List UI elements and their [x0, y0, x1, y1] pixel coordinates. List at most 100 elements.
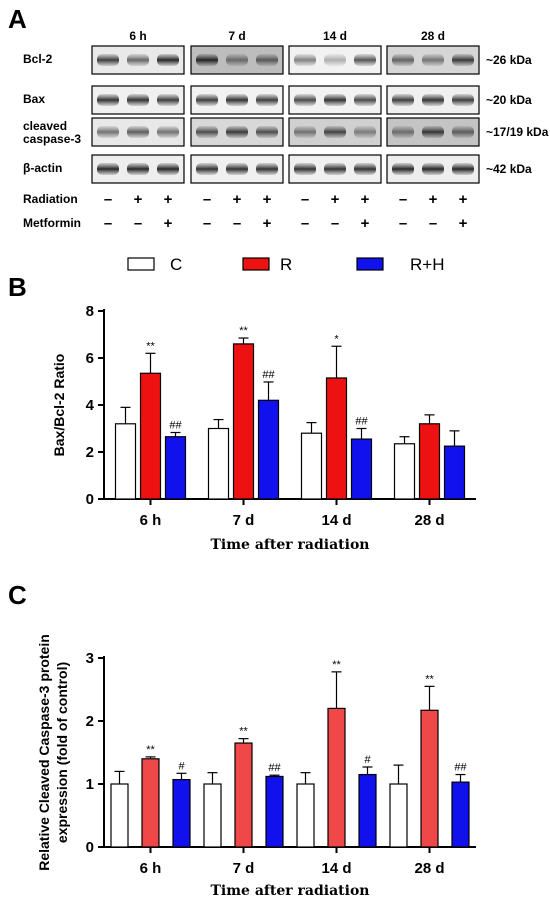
bar-s1-c2 — [325, 377, 348, 500]
treatment-label-0: Radiation — [23, 192, 78, 206]
western-blot-panel: 6 h 7 d 14 d 28 d Bcl-2 ~26 kDa Bax ~20 kDa clea… — [23, 29, 549, 232]
bar-s1-c1 — [234, 742, 253, 848]
blot-band-r3-t2-l0 — [294, 163, 316, 175]
treatment-sign-1-1-0: – — [203, 215, 211, 232]
blot-band-r0-t3-l0 — [392, 54, 414, 66]
blot-band-r2-t3-l1 — [422, 126, 444, 138]
treatment-sign-1-3-0: – — [399, 215, 407, 232]
blot-band-r1-t1-l0 — [196, 94, 218, 106]
sig-mark-s2-c0: # — [178, 760, 185, 772]
y-tick-label-4: 8 — [86, 303, 94, 320]
blot-timepoint-2: 14 d — [323, 29, 347, 43]
blot-band-r1-t1-l2 — [256, 94, 278, 106]
blot-row-kda-0: ~26 kDa — [486, 53, 532, 67]
blot-band-r2-t0-l0 — [97, 126, 119, 138]
y-tick-label-1: 1 — [86, 776, 94, 793]
treatment-sign-0-3-0: – — [399, 191, 407, 208]
blot-band-r0-t2-l2 — [354, 54, 376, 66]
blot-band-r0-t3-l2 — [452, 54, 474, 66]
blot-band-r3-t1-l0 — [196, 163, 218, 175]
treatment-sign-1-1-1: – — [233, 215, 241, 232]
blot-band-r3-t3-l0 — [392, 163, 414, 175]
blot-band-r2-t1-l1 — [226, 126, 248, 138]
sig-mark-s1-c2: * — [334, 333, 339, 345]
y-tick-label-3: 3 — [86, 650, 94, 667]
bar-s2-c1 — [257, 399, 280, 500]
x-tick-label-1: 7 d — [233, 512, 255, 529]
blot-band-r2-t1-l2 — [256, 126, 278, 138]
bar-s0-c3 — [393, 443, 416, 500]
blot-band-r0-t3-l1 — [422, 54, 444, 66]
bar-s0-c2 — [296, 783, 315, 848]
blot-row-kda-2: ~17/19 kDa — [486, 125, 549, 139]
bar-s2-c3 — [451, 781, 470, 848]
bar-s0-c1 — [207, 427, 230, 500]
blot-band-r3-t3-l1 — [422, 163, 444, 175]
bar-s1-c1 — [232, 343, 255, 500]
bar-s1-c3 — [418, 423, 441, 500]
bar-s2-c2 — [358, 773, 377, 848]
blot-band-r1-t3-l0 — [392, 94, 414, 106]
blot-band-r2-t2-l1 — [324, 126, 346, 138]
blot-band-r1-t0-l1 — [127, 94, 149, 106]
treatment-sign-1-2-1: – — [331, 215, 339, 232]
blot-band-r3-t0-l1 — [127, 163, 149, 175]
blot-band-r3-t1-l1 — [226, 163, 248, 175]
treatment-sign-0-2-1: + — [331, 191, 340, 208]
bar-s0-c1 — [203, 783, 222, 848]
legend-swatch-0 — [127, 257, 155, 271]
bar-s1-c3 — [420, 709, 439, 848]
treatment-sign-1-2-2: + — [361, 215, 370, 232]
panel-a-label: A — [8, 4, 27, 34]
x-tick-label-3: 28 d — [414, 512, 444, 529]
bar-s2-c0 — [164, 436, 187, 500]
blot-band-r1-t2-l2 — [354, 94, 376, 106]
x-tick-label-2: 14 d — [321, 512, 351, 529]
blot-band-r0-t0-l1 — [127, 54, 149, 66]
blot-band-r2-t0-l1 — [127, 126, 149, 138]
y-tick-label-1: 2 — [86, 444, 94, 461]
y-axis-title-line-1: expression (fold of control) — [54, 662, 70, 843]
blot-row-kda-3: ~42 kDa — [486, 162, 532, 176]
blot-band-r1-t3-l2 — [452, 94, 474, 106]
bar-s1-c0 — [141, 758, 160, 848]
y-tick-label-0: 0 — [86, 839, 94, 856]
blot-band-r0-t1-l0 — [196, 54, 218, 66]
bar-s0-c3 — [389, 783, 408, 848]
treatment-sign-1-1-2: + — [263, 215, 272, 232]
treatment-sign-0-3-1: + — [429, 191, 438, 208]
blot-band-r2-t3-l2 — [452, 126, 474, 138]
chart-cleaved-caspase3: 0 1 2 3 6 h ** #7 d ** ## 14 d ** #28 d ** ## Relative… — [36, 634, 476, 899]
blot-band-r1-t0-l2 — [157, 94, 179, 106]
blot-band-r2-t2-l2 — [354, 126, 376, 138]
x-tick-label-0: 6 h — [140, 512, 162, 529]
blot-band-r0-t2-l1 — [324, 54, 346, 66]
treatment-sign-1-0-1: – — [134, 215, 142, 232]
sig-mark-s2-c3: ## — [454, 762, 467, 774]
legend-label-1: R — [280, 255, 292, 274]
x-tick-label-2: 14 d — [321, 860, 351, 877]
sig-mark-s2-c2: ## — [355, 416, 368, 428]
bar-s2-c1 — [265, 775, 284, 848]
blot-band-r1-t1-l1 — [226, 94, 248, 106]
bar-s0-c0 — [110, 783, 129, 848]
sig-mark-s2-c0: ## — [169, 419, 182, 431]
sig-mark-s2-c2: # — [364, 754, 371, 766]
x-tick-label-0: 6 h — [140, 860, 162, 877]
treatment-sign-0-0-1: + — [134, 191, 143, 208]
x-axis-title: Time after radiation — [211, 537, 370, 553]
treatment-sign-0-2-2: + — [361, 191, 370, 208]
panel-c-label: C — [8, 580, 27, 610]
blot-band-r1-t0-l0 — [97, 94, 119, 106]
y-axis-title-line-0: Relative Cleaved Caspase-3 protein — [36, 634, 52, 871]
treatment-sign-1-0-0: – — [104, 215, 112, 232]
y-axis-title: Bax/Bcl-2 Ratio — [51, 354, 67, 457]
blot-row-label2-2: caspase-3 — [23, 132, 81, 146]
sig-mark-s1-c0: ** — [146, 340, 155, 352]
sig-mark-s2-c1: ## — [262, 369, 275, 381]
y-tick-label-3: 6 — [86, 350, 94, 367]
blot-row-label-0: Bcl-2 — [23, 52, 53, 66]
blot-band-r3-t0-l2 — [157, 163, 179, 175]
blot-band-r3-t0-l0 — [97, 163, 119, 175]
